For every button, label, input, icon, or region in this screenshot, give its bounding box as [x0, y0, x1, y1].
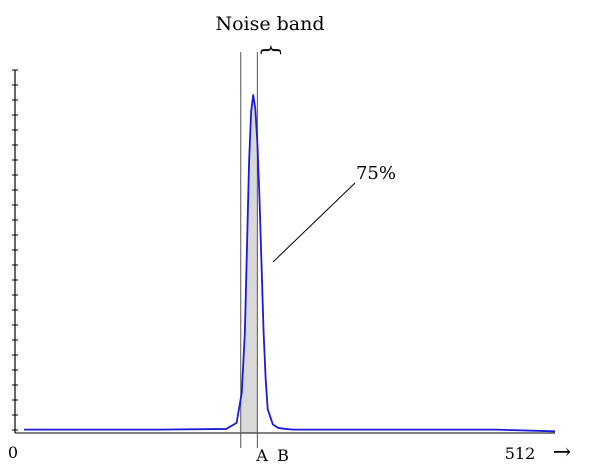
percent-leader-line [272, 182, 356, 263]
x-tick-label-start: 0 [8, 443, 18, 462]
percent-label: 75% [356, 163, 396, 184]
noise-band-label: Noise band [215, 13, 324, 35]
band-start-label: A [255, 446, 268, 465]
noise-curve-line [24, 94, 556, 433]
x-axis-arrow-icon: → [553, 440, 571, 465]
x-tick-label-end: 512 [505, 444, 536, 463]
band-end-label: B [277, 446, 289, 465]
noise-band-brace-icon: { [258, 43, 283, 57]
